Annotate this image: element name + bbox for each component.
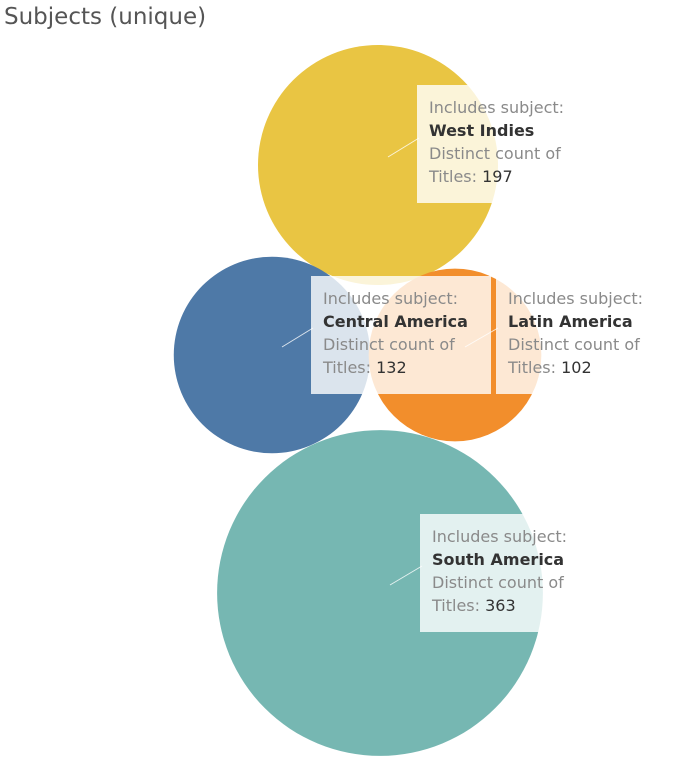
tooltip-subject-label: Includes subject: [429,98,565,117]
tooltip-measure-label: Distinct count of [508,335,640,354]
tooltip-measure-label-2: Titles: [429,167,483,186]
tooltip-measure-label: Distinct count of [323,335,455,354]
tooltip-measure-value: 132 [376,358,407,377]
tooltip-measure-label-2: Titles: [508,358,562,377]
bubble-south-america[interactable] [217,430,543,756]
tooltip-measure-row: Titles: 197 [429,165,597,188]
tooltip-south-america: Includes subject: South America Distinct c… [420,514,600,632]
chart-title: Subjects (unique) [4,4,207,30]
tooltip-measure-label: Distinct count of [432,573,564,592]
tooltip-central-america: Includes subject: Central America Distinct… [311,276,491,394]
tooltip-measure-row: Titles: 363 [432,594,600,617]
tooltip-west-indies: Includes subject: West Indies Distinct cou… [417,85,597,203]
tooltip-pointer-south-america [389,565,423,586]
tooltip-subject-value: Central America [323,312,468,331]
tooltip-measure-value: 102 [561,358,592,377]
tooltip-measure-value: 197 [482,167,513,186]
tooltip-subject-value: West Indies [429,121,535,140]
tooltip-subject-label: Includes subject: [323,289,459,308]
tooltip-pointer-central-america [281,327,314,348]
tooltip-measure-label-2: Titles: [323,358,377,377]
tooltip-measure-label-2: Titles: [432,596,486,615]
tooltip-measure-row: Titles: 102 [508,356,678,379]
tooltip-subject-value: South America [432,550,565,569]
tooltip-subject-value: Latin America [508,312,633,331]
tooltip-measure-row: Titles: 132 [323,356,491,379]
tooltip-measure-value: 363 [485,596,516,615]
tooltip-measure-label: Distinct count of [429,144,561,163]
tooltip-pointer-west-indies [387,137,420,158]
tooltip-subject-label: Includes subject: [432,527,568,546]
tooltip-latin-america: Includes subject: Latin America Distinct c… [496,276,678,394]
tooltip-subject-label: Includes subject: [508,289,644,308]
